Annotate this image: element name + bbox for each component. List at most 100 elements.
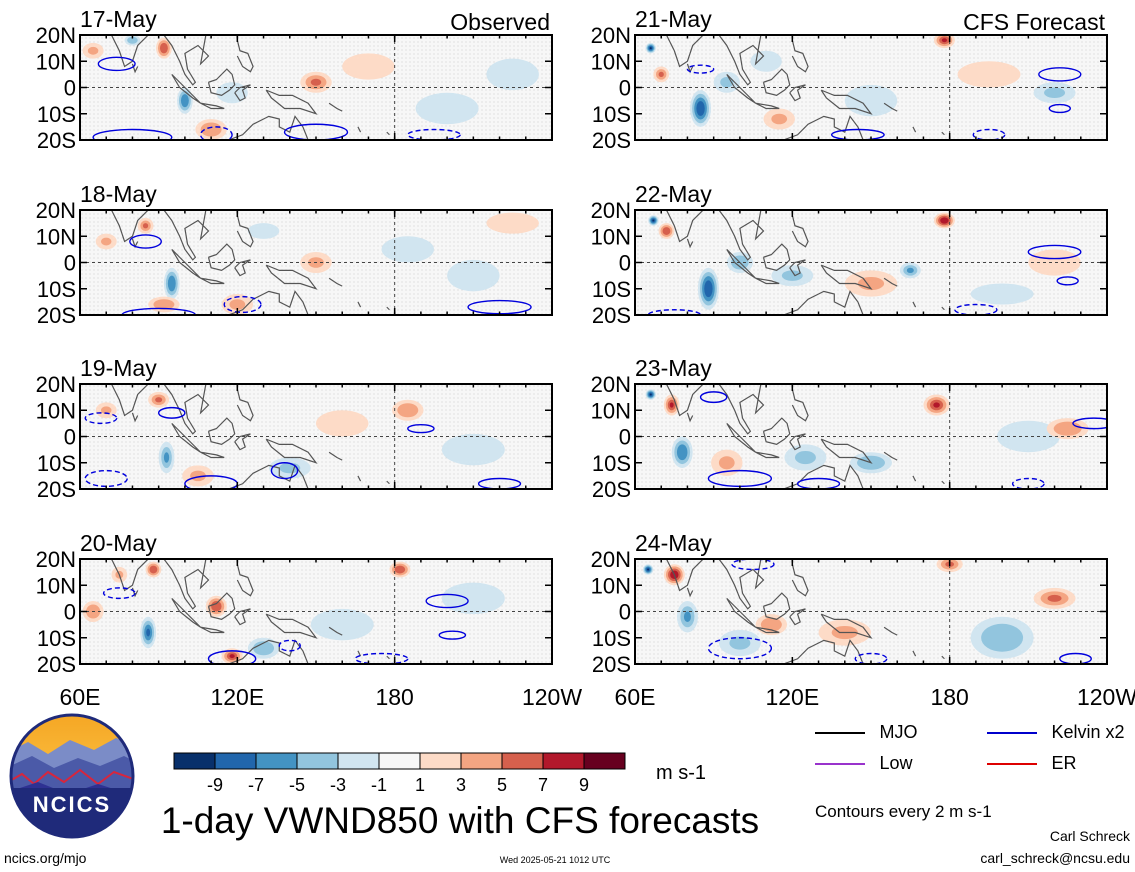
anomaly-blob bbox=[996, 420, 1060, 453]
tick-marks bbox=[634, 209, 1108, 316]
anomaly-blob bbox=[182, 465, 214, 487]
kelvin-contour bbox=[1038, 67, 1082, 82]
panel-source-label: Observed bbox=[450, 9, 550, 35]
colorbar-tick-label: -7 bbox=[248, 775, 264, 795]
lat-tick-label: 20S bbox=[592, 128, 631, 153]
anomaly-blob bbox=[653, 66, 670, 83]
lat-tick-label: 0 bbox=[619, 76, 631, 101]
lon-tick-label: 180 bbox=[930, 684, 968, 710]
tick-marks bbox=[634, 558, 1108, 665]
panel-date-label: 19-May bbox=[80, 355, 157, 381]
legend-swatch bbox=[815, 762, 865, 765]
anomaly-blob bbox=[844, 84, 898, 117]
colorbar-swatch bbox=[378, 752, 421, 770]
lat-tick-label: 20N bbox=[591, 23, 631, 48]
tick-marks bbox=[79, 383, 553, 490]
kelvin-contour bbox=[97, 56, 136, 72]
anomaly-blob bbox=[205, 595, 227, 617]
kelvin-contour bbox=[270, 462, 299, 480]
colorbar-tick-label: -5 bbox=[289, 775, 305, 795]
colorbar-tick-label: 7 bbox=[538, 775, 548, 795]
kelvin-contour bbox=[830, 128, 885, 140]
contour-note: Contours every 2 m s-1 bbox=[815, 802, 992, 821]
panel-date-label: 18-May bbox=[80, 181, 157, 207]
colorbar-swatch bbox=[296, 752, 339, 770]
lat-tick-label: 10N bbox=[591, 224, 631, 249]
anomaly-blob bbox=[300, 71, 332, 93]
legend-label: Kelvin x2 bbox=[1051, 722, 1125, 742]
anomaly-blob bbox=[163, 267, 180, 300]
colorbar-swatch bbox=[214, 752, 257, 770]
tick-marks bbox=[79, 558, 553, 665]
kelvin-contour bbox=[699, 391, 728, 404]
lat-tick-label: 20S bbox=[37, 652, 76, 677]
anomaly-blob bbox=[158, 441, 175, 474]
kelvin-contour bbox=[1072, 417, 1107, 430]
anomaly-blob bbox=[642, 564, 654, 575]
anomaly-blob bbox=[389, 561, 411, 578]
panel-date-label: 24-May bbox=[635, 530, 712, 556]
anomaly-blob bbox=[697, 267, 719, 310]
lat-tick-label: 0 bbox=[619, 425, 631, 450]
kelvin-contour bbox=[972, 128, 1006, 140]
colorbar-swatch bbox=[542, 752, 585, 770]
anomaly-blob bbox=[957, 61, 1021, 88]
tick-marks bbox=[79, 209, 553, 316]
anomaly-blob bbox=[486, 212, 539, 234]
kelvin-contour bbox=[129, 234, 162, 249]
anomaly-blob bbox=[1028, 249, 1081, 276]
anomaly-blob bbox=[441, 433, 505, 466]
lat-tick-label: 10N bbox=[591, 573, 631, 598]
coastlines bbox=[665, 559, 945, 664]
colorbar-swatch bbox=[460, 752, 503, 770]
lat-tick-label: 20S bbox=[37, 477, 76, 502]
kelvin-contour bbox=[707, 637, 773, 660]
anomaly-blob bbox=[342, 53, 395, 80]
kelvin-contour bbox=[1059, 652, 1092, 664]
anomaly-blob bbox=[195, 119, 227, 140]
anomaly-blob bbox=[316, 410, 369, 437]
lat-tick-label: 20S bbox=[37, 303, 76, 328]
kelvin-contour bbox=[223, 295, 262, 314]
coastlines bbox=[665, 35, 945, 140]
anomaly-blob bbox=[648, 215, 659, 226]
lat-tick-label: 20S bbox=[592, 477, 631, 502]
legend-label: MJO bbox=[879, 722, 918, 742]
kelvin-contour bbox=[438, 630, 467, 640]
lat-tick-label: 10S bbox=[592, 277, 631, 302]
anomaly-blob bbox=[310, 608, 374, 641]
legend-item-low: Low bbox=[815, 753, 912, 774]
lat-tick-label: 0 bbox=[64, 76, 76, 101]
anomaly-blob bbox=[415, 92, 479, 125]
figure-title: 1-day VWND850 with CFS forecasts bbox=[160, 800, 760, 841]
colorbar-tick-label: -1 bbox=[371, 775, 387, 795]
panel-source-label: CFS Forecast bbox=[963, 9, 1105, 35]
anomaly-blob bbox=[392, 399, 424, 421]
kelvin-contour bbox=[1027, 244, 1082, 260]
colorbar-unit: m s-1 bbox=[656, 762, 706, 784]
colorbar-swatch bbox=[173, 752, 216, 770]
lon-tick-label: 60E bbox=[60, 684, 101, 710]
kelvin-contour bbox=[278, 639, 301, 652]
lat-tick-label: 10N bbox=[591, 49, 631, 74]
lon-tick-label: 120W bbox=[1077, 684, 1135, 710]
lon-tick-label: 120E bbox=[765, 684, 819, 710]
kelvin-contour bbox=[686, 64, 715, 74]
kelvin-contour bbox=[84, 412, 118, 425]
kelvin-contour bbox=[102, 587, 136, 600]
footer-timestamp: Wed 2025-05-21 1012 UTC bbox=[499, 855, 611, 865]
lat-tick-label: 10S bbox=[592, 626, 631, 651]
anomaly-blob bbox=[447, 259, 500, 292]
colorbar-tick-label: 3 bbox=[456, 775, 466, 795]
anomaly-blob bbox=[755, 614, 788, 636]
kelvin-contour bbox=[1011, 477, 1045, 489]
legend-item-kelvin: Kelvin x2 bbox=[987, 722, 1125, 743]
lat-tick-label: 0 bbox=[64, 600, 76, 625]
colorbar-tick-label: 1 bbox=[415, 775, 425, 795]
colorbar-swatch bbox=[501, 752, 544, 770]
